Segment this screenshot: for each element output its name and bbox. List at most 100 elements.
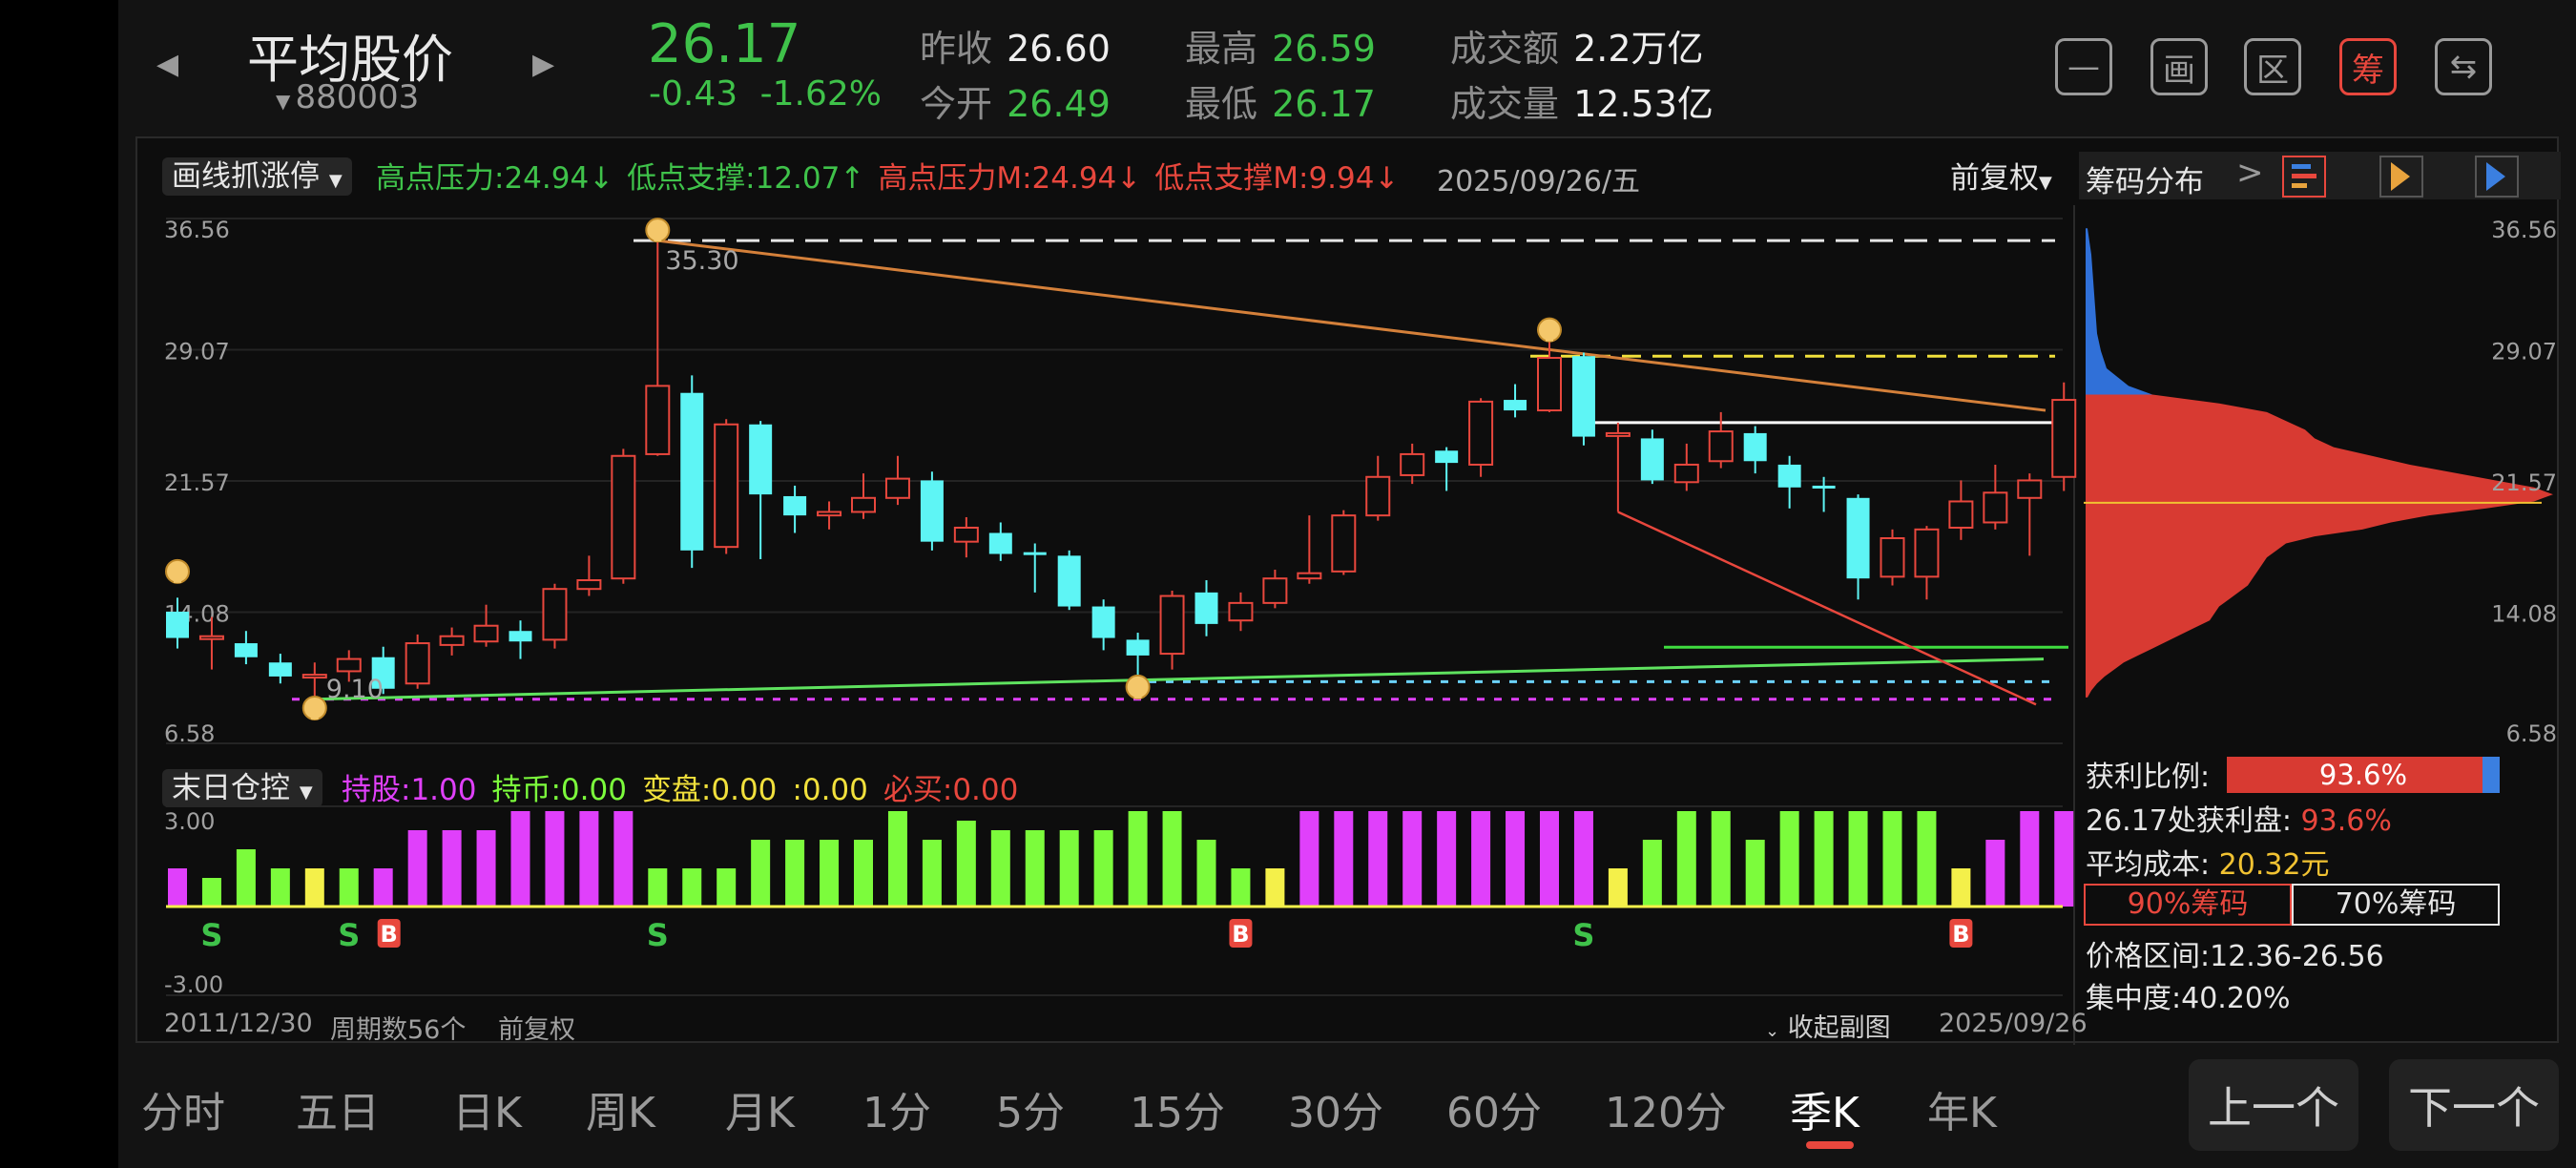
hand-pointer-icon — [301, 695, 327, 720]
chips-mode-fire-icon[interactable] — [2379, 156, 2423, 198]
next-stock-button[interactable]: 下一个 — [2389, 1059, 2559, 1151]
chevron-down-icon: ▼ — [276, 90, 291, 113]
indicator-values: 高点压力:24.94↓ 低点支撑:12.07↑ 高点压力M:24.94↓ 低点支撑M:… — [376, 154, 1412, 197]
candle — [542, 583, 568, 649]
chevron-right-icon[interactable]: > — [2236, 154, 2264, 192]
candle — [714, 419, 739, 554]
stock-code-row[interactable]: ▼ 880003 — [276, 78, 419, 116]
candle-body — [234, 643, 258, 657]
tab-period[interactable]: 季K — [1790, 1089, 1859, 1137]
stat-amount: 成交额 2.2万亿 — [1450, 19, 1704, 72]
tab-period[interactable]: 5分 — [996, 1089, 1065, 1137]
minus-icon[interactable]: — — [2055, 38, 2112, 95]
hand-pointer-icon-stem — [1133, 684, 1142, 699]
histogram-bar — [1608, 868, 1628, 907]
tab-period[interactable]: 分时 — [141, 1089, 225, 1137]
histogram-bar — [270, 868, 290, 907]
tab-70-chips[interactable]: 70%筹码 — [2292, 884, 2500, 926]
histogram-bar — [1506, 811, 1526, 907]
stat-high: 最高 26.59 — [1185, 19, 1376, 72]
tab-period[interactable]: 1分 — [862, 1089, 931, 1137]
tab-period[interactable]: 五日 — [296, 1089, 380, 1137]
candle-body — [1468, 400, 1494, 466]
chips-icon[interactable]: 筹 — [2339, 38, 2397, 95]
histogram-bar — [442, 830, 462, 907]
histogram-bar — [1128, 811, 1148, 907]
indicator-select[interactable]: 画线抓涨停 ▼ — [162, 152, 352, 196]
candle — [301, 662, 327, 699]
candle — [336, 650, 362, 682]
buy-signal-label: B — [1232, 921, 1249, 948]
candle-body — [783, 495, 807, 516]
histogram-bar — [922, 840, 942, 907]
tab-period[interactable]: 月K — [725, 1089, 795, 1137]
chips-mode-bars-icon[interactable] — [2282, 156, 2326, 198]
histogram-bar — [648, 868, 668, 907]
chips-y-tick: 36.56 — [2491, 217, 2557, 243]
avg-cost-label: 平均成本: — [2086, 848, 2211, 882]
candle-body — [301, 674, 327, 679]
tab-period[interactable]: 年K — [1927, 1089, 1997, 1137]
range-icon[interactable]: 区 — [2244, 38, 2301, 95]
candle — [405, 634, 430, 689]
adjust-select[interactable]: 前复权▼ — [1950, 154, 2052, 197]
collapse-label: 收起副图 — [1787, 1013, 1891, 1043]
kline-canvas[interactable]: 36.56 29.07 21.57 14.08 6.58 35.30 9.10 36.56 29… — [137, 138, 2561, 1045]
collapse-subchart-button[interactable]: ⌄ 收起副图 — [1765, 1007, 1891, 1044]
sub-select-text: 末日仓控 — [172, 771, 290, 805]
prev-stock-button[interactable]: 上一个 — [2189, 1059, 2358, 1151]
stat-open: 今开 26.49 — [920, 74, 1111, 127]
price-range-label: 价格区间: — [2086, 940, 2211, 973]
switch-screen-icon[interactable]: ⇆ — [2435, 38, 2492, 95]
prev-stock-arrow[interactable]: ◀ — [156, 48, 179, 81]
tab-90-chips[interactable]: 90%筹码 — [2084, 884, 2292, 926]
sub-indicator-select[interactable]: 末日仓控 ▼ — [162, 763, 322, 807]
price-change: -0.43 -1.62% — [649, 74, 882, 114]
candle-body — [1504, 400, 1527, 411]
stock-code: 880003 — [295, 78, 420, 116]
candle-body — [1948, 500, 1974, 529]
tab-period[interactable]: 周K — [586, 1089, 655, 1137]
candle — [953, 516, 979, 558]
sub-indicator-value: 变盘:0.00 — [641, 773, 778, 807]
picture-icon[interactable]: 画 — [2150, 38, 2208, 95]
candle — [884, 455, 910, 506]
chevron-down-icon: ⌄ — [1765, 1021, 1780, 1041]
candle-body — [1846, 497, 1870, 579]
hand-pointer-icon-stem — [1546, 327, 1553, 342]
histogram-bar — [1882, 811, 1902, 907]
tab-period[interactable]: 120分 — [1605, 1089, 1727, 1137]
candle-body — [1983, 491, 2008, 524]
cursor-date: 2025/09/26/五 — [1437, 165, 1641, 198]
candle-body — [1023, 552, 1047, 555]
tab-period[interactable]: 30分 — [1288, 1089, 1383, 1137]
price-range-row: 价格区间:12.36-26.56 — [2086, 932, 2384, 974]
chips-mode-blue-icon[interactable] — [2475, 156, 2519, 198]
red-trend-line — [1617, 511, 2037, 706]
candle — [1468, 398, 1494, 477]
histogram-bar — [1437, 811, 1457, 907]
candle — [1159, 591, 1185, 670]
histogram-bar — [1951, 868, 1971, 907]
histogram-bar — [304, 868, 324, 907]
tab-period[interactable]: 日K — [452, 1089, 522, 1137]
candle — [645, 240, 671, 456]
profit-ratio-fill — [2227, 757, 2483, 793]
candle — [1400, 443, 1425, 485]
candle-body — [1297, 572, 1322, 580]
histogram-bar — [751, 840, 771, 907]
histogram-bar — [1917, 811, 1937, 907]
end-date: 2025/09/26 — [1939, 1009, 2088, 1038]
histogram-bar — [407, 830, 427, 907]
candle-body — [1262, 577, 1288, 604]
chips-profit-loss-area — [2086, 228, 2152, 395]
tab-period[interactable]: 15分 — [1130, 1089, 1225, 1137]
next-stock-arrow[interactable]: ▶ — [532, 48, 555, 81]
hand-pointer-icon-stem — [654, 228, 662, 242]
histogram-bar — [1162, 811, 1182, 907]
histogram-bar — [613, 811, 634, 907]
tab-period[interactable]: 60分 — [1446, 1089, 1542, 1137]
candle — [1571, 352, 1595, 446]
histogram-bar — [373, 868, 393, 907]
candle — [1195, 580, 1218, 636]
